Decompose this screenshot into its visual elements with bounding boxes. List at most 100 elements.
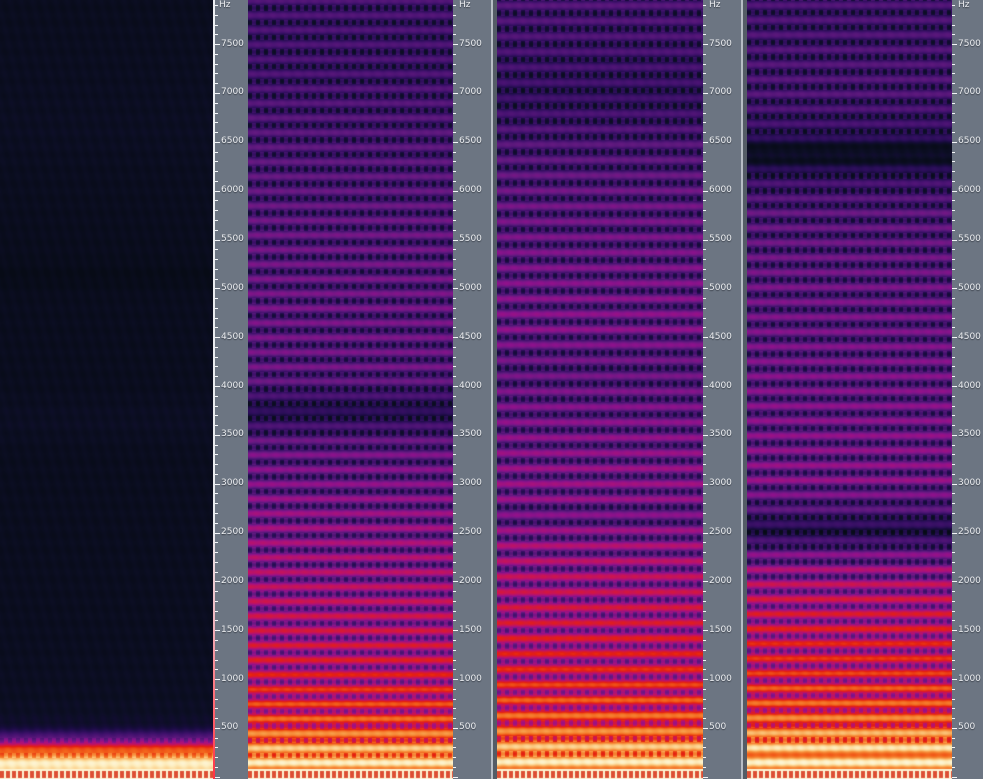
ruler-tick-label: 1500 bbox=[221, 624, 244, 635]
ruler-major-tick bbox=[703, 727, 708, 729]
ruler-minor-tick bbox=[215, 63, 218, 65]
ruler-tick-label: 4500 bbox=[958, 331, 981, 342]
ruler-minor-tick bbox=[952, 376, 955, 378]
ruler-major-tick bbox=[453, 630, 458, 632]
spectrogram-panel-2[interactable] bbox=[248, 0, 453, 779]
ruler-tick-label: 7500 bbox=[221, 38, 244, 49]
ruler-major-tick bbox=[215, 92, 220, 94]
ruler-tick-label: 4500 bbox=[459, 331, 482, 342]
ruler-major-tick bbox=[952, 239, 957, 241]
ruler-tick-label: 6000 bbox=[459, 185, 482, 196]
ruler-minor-tick bbox=[453, 317, 456, 319]
ruler-minor-tick bbox=[952, 346, 955, 348]
ruler-minor-tick bbox=[215, 561, 218, 563]
ruler-minor-tick bbox=[703, 356, 706, 358]
ruler-minor-tick bbox=[453, 513, 456, 514]
ruler-major-tick bbox=[952, 630, 957, 632]
spectrogram-panel-1[interactable] bbox=[0, 0, 213, 779]
ruler-minor-tick bbox=[703, 708, 706, 710]
ruler-major-tick bbox=[453, 581, 458, 583]
ruler-major-tick bbox=[703, 630, 708, 632]
ruler-minor-tick bbox=[453, 161, 456, 163]
ruler-minor-tick bbox=[952, 63, 955, 65]
ruler-minor-tick bbox=[952, 83, 955, 85]
ruler-minor-tick bbox=[703, 307, 706, 309]
ruler-minor-tick bbox=[952, 102, 955, 104]
ruler-minor-tick bbox=[215, 5, 218, 6]
ruler-minor-tick bbox=[215, 698, 218, 700]
ruler-minor-tick bbox=[215, 180, 218, 182]
ruler-major-tick bbox=[215, 581, 220, 583]
ruler-minor-tick bbox=[952, 600, 955, 602]
ruler-minor-tick bbox=[703, 425, 706, 427]
ruler-minor-tick bbox=[952, 327, 955, 329]
ruler-major-tick bbox=[215, 532, 220, 534]
ruler-minor-tick bbox=[453, 600, 456, 602]
ruler-minor-tick bbox=[453, 503, 456, 505]
ruler-tick-label: 3500 bbox=[221, 429, 244, 440]
ruler-tick-label: 2000 bbox=[459, 575, 482, 586]
ruler-tick-label: 5500 bbox=[459, 234, 482, 244]
ruler-minor-tick bbox=[703, 249, 706, 251]
ruler-tick-label: 2500 bbox=[958, 527, 981, 537]
ruler-minor-tick bbox=[453, 171, 456, 173]
ruler-minor-tick bbox=[952, 132, 955, 133]
ruler-minor-tick bbox=[703, 83, 706, 85]
spectrogram-panel-4[interactable] bbox=[747, 0, 952, 779]
ruler-tick-label: 7000 bbox=[221, 87, 244, 98]
ruler-minor-tick bbox=[952, 454, 955, 456]
ruler-minor-tick bbox=[703, 561, 706, 563]
ruler-minor-tick bbox=[703, 161, 706, 163]
ruler-minor-tick bbox=[952, 444, 955, 446]
ruler-minor-tick bbox=[952, 659, 955, 661]
ruler-minor-tick bbox=[952, 249, 955, 251]
ruler-major-tick bbox=[453, 776, 458, 778]
ruler-tick-label: 6500 bbox=[709, 136, 732, 147]
frequency-ruler-1[interactable]: Hz 7500 7000 6500 6000 5500 5000 4500 4000 3500 3… bbox=[213, 0, 248, 779]
ruler-minor-tick bbox=[453, 747, 456, 749]
ruler-minor-tick bbox=[703, 571, 706, 573]
ruler-tick-label: 2500 bbox=[459, 527, 482, 537]
ruler-minor-tick bbox=[703, 259, 706, 260]
ruler-minor-tick bbox=[703, 718, 706, 720]
spectrogram-panel-3[interactable] bbox=[497, 0, 703, 779]
ruler-minor-tick bbox=[453, 766, 456, 768]
ruler-minor-tick bbox=[215, 102, 218, 104]
ruler-major-tick bbox=[215, 337, 220, 339]
ruler-major-tick bbox=[952, 434, 957, 436]
ruler-minor-tick bbox=[215, 200, 218, 202]
ruler-minor-tick bbox=[453, 688, 456, 690]
ruler-minor-tick bbox=[453, 454, 456, 456]
ruler-minor-tick bbox=[952, 708, 955, 710]
ruler-tick-label: 1000 bbox=[221, 673, 244, 684]
ruler-minor-tick bbox=[215, 542, 218, 544]
ruler-major-tick bbox=[453, 483, 458, 485]
frequency-ruler-2[interactable]: Hz 7500 7000 6500 6000 5500 5000 4500 4000 3500 3… bbox=[453, 0, 497, 779]
ruler-minor-tick bbox=[703, 688, 706, 690]
ruler-minor-tick bbox=[215, 83, 218, 85]
ruler-tick-label: 1000 bbox=[709, 673, 732, 684]
ruler-minor-tick bbox=[952, 591, 955, 593]
ruler-tick-label: 2000 bbox=[958, 575, 981, 586]
ruler-minor-tick bbox=[215, 454, 218, 456]
ruler-minor-tick bbox=[215, 122, 218, 124]
ruler-minor-tick bbox=[952, 356, 955, 358]
ruler-minor-tick bbox=[453, 200, 456, 202]
ruler-minor-tick bbox=[952, 180, 955, 182]
clip-edge-line bbox=[213, 0, 215, 779]
ruler-tick-label: 3000 bbox=[958, 478, 981, 489]
ruler-minor-tick bbox=[215, 718, 218, 720]
ruler-major-tick bbox=[952, 92, 957, 94]
ruler-minor-tick bbox=[453, 415, 456, 417]
ruler-major-tick bbox=[453, 727, 458, 729]
ruler-tick-label: 7500 bbox=[459, 38, 482, 49]
frequency-ruler-3[interactable]: Hz 7500 7000 6500 6000 5500 5000 4500 4000 3500 3… bbox=[703, 0, 747, 779]
ruler-unit-label: Hz bbox=[709, 0, 721, 10]
ruler-tick-label: 4000 bbox=[459, 380, 482, 391]
ruler-major-tick bbox=[453, 92, 458, 94]
ruler-tick-label: 3500 bbox=[459, 429, 482, 440]
ruler-major-tick bbox=[453, 141, 458, 143]
ruler-major-tick bbox=[453, 434, 458, 436]
frequency-ruler-4[interactable]: Hz 7500 7000 6500 6000 5500 5000 4500 4000 3500 3… bbox=[952, 0, 983, 779]
ruler-minor-tick bbox=[215, 132, 218, 133]
